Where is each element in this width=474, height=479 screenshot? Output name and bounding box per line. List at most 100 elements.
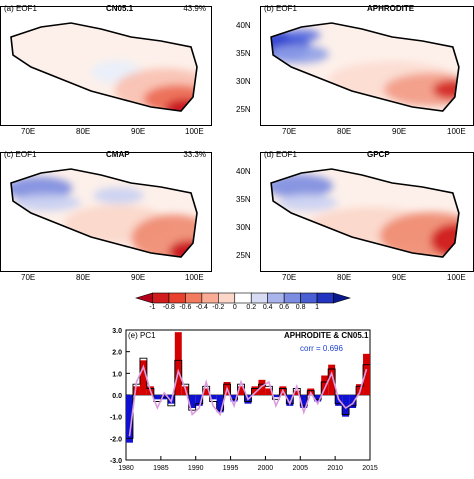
colorbar-swatch xyxy=(267,292,285,304)
pc1-bar xyxy=(188,395,196,408)
eof-anomaly-patch xyxy=(169,240,197,257)
x-tick-label: 2015 xyxy=(362,465,378,472)
pc1-bar xyxy=(132,386,140,395)
colorbar-label: -0.8 xyxy=(162,304,175,311)
map-frame xyxy=(260,6,474,126)
colorbar-scale xyxy=(134,292,352,304)
x-tick-label: 2000 xyxy=(258,465,274,472)
pc1-bar xyxy=(272,395,280,398)
pc1-bar xyxy=(342,395,350,417)
pc1-bar xyxy=(126,395,133,443)
lat-tick-label: 40N xyxy=(236,167,251,176)
colorbar-swatch xyxy=(300,292,318,304)
lon-tick-label: 80E xyxy=(76,273,91,282)
colorbar-swatch xyxy=(316,292,334,304)
lon-tick-label: 70E xyxy=(21,273,36,282)
map-frame xyxy=(0,152,212,272)
pc1-bar xyxy=(363,353,370,395)
dataset-title: GPCP xyxy=(367,150,390,159)
lon-tick-label: 80E xyxy=(337,127,352,136)
eof-anomaly-patch xyxy=(11,176,73,201)
eof-anomaly-patch xyxy=(277,194,338,211)
pc1-bar xyxy=(230,395,238,402)
lon-tick-label: 90E xyxy=(131,273,146,282)
x-tick-label: 1995 xyxy=(223,465,239,472)
pc1-chart: 3.0 2.0 1.0 0.0 -1.0 -2.0 -3.0 1980 1985 1990 1995… xyxy=(0,322,474,474)
y-tick-label: 3.0 xyxy=(112,328,122,335)
plateau-boundary xyxy=(270,168,460,258)
colorbar-swatch xyxy=(201,292,219,304)
colorbar: -1 -0.8 -0.6 -0.4 -0.2 0 0.2 0.4 0.6 0.8 1 xyxy=(0,292,474,318)
eof-anomaly-patch xyxy=(383,73,459,107)
plateau-boundary xyxy=(10,168,198,258)
map-panel-b: (b) EOF1 APHRODITE 70E 80E 90E 100E xyxy=(260,4,474,138)
pc1-bar xyxy=(195,395,203,406)
x-tick-label: 1985 xyxy=(153,465,169,472)
lat-tick-label: 35N xyxy=(236,49,251,58)
colorbar-swatch xyxy=(283,292,301,304)
panel-label: (d) EOF1 xyxy=(264,150,297,159)
map-panel-a: (a) EOF1 CN05.1 43.9% 70E 80E 90E 100E xyxy=(0,4,212,138)
dataset-title: CN05.1 xyxy=(106,4,134,13)
pc1-bar xyxy=(251,386,259,395)
eof-anomaly-patch xyxy=(271,44,329,64)
colorbar-label: -0.4 xyxy=(195,304,208,311)
colorbar-swatch xyxy=(168,292,186,304)
colorbar-label: 0 xyxy=(232,304,237,311)
y-tick-label: 0.0 xyxy=(112,393,122,400)
pc1-bar xyxy=(174,332,182,395)
lat-tick-label: 25N xyxy=(236,251,251,260)
lat-tick-label: 30N xyxy=(236,77,251,86)
lon-tick-label: 100E xyxy=(185,273,204,282)
pc1-bar xyxy=(356,384,364,395)
lon-tick-label: 70E xyxy=(21,127,36,136)
plateau-boundary xyxy=(10,22,198,112)
pc1-bar xyxy=(139,360,147,395)
pc1-bar xyxy=(216,395,224,413)
lon-tick-label: 100E xyxy=(185,127,204,136)
panel-label: (c) EOF1 xyxy=(4,150,37,159)
map-frame xyxy=(260,152,474,272)
colorbar-swatch xyxy=(134,292,153,304)
colorbar-label: -0.2 xyxy=(212,304,225,311)
colorbar-label: 0.4 xyxy=(262,304,273,311)
y-tick-label: -1.0 xyxy=(110,415,122,422)
lon-tick-label: 100E xyxy=(447,273,466,282)
corr-label: corr = 0.696 xyxy=(300,344,343,353)
eof-anomaly-patch xyxy=(286,29,321,42)
y-tick-label: -3.0 xyxy=(110,458,122,465)
x-tick-label: 2010 xyxy=(327,465,343,472)
pc1-bar xyxy=(209,395,217,400)
lat-tick-label: 30N xyxy=(236,223,251,232)
pc1-bar xyxy=(265,388,273,395)
colorbar-label: -0.6 xyxy=(179,304,192,311)
lon-tick-label: 80E xyxy=(337,273,352,282)
pc1-bar xyxy=(321,375,329,395)
pc1-bar xyxy=(286,395,294,406)
dataset-title: APHRODITE xyxy=(367,4,415,13)
lat-tick-label: 35N xyxy=(236,195,251,204)
panel-label: (b) EOF1 xyxy=(264,4,297,13)
colorbar-label: -1 xyxy=(149,304,156,311)
pc1-bar xyxy=(314,395,322,402)
pc1-line xyxy=(128,364,368,437)
colorbar-swatch xyxy=(185,292,203,304)
explained-variance: 43.9% xyxy=(183,4,206,13)
lat-tick-label: 25N xyxy=(236,105,251,114)
eof-anomaly-patch xyxy=(432,80,459,100)
colorbar-swatch xyxy=(152,292,170,304)
x-tick-label: 1990 xyxy=(188,465,204,472)
colorbar-swatch xyxy=(333,292,352,304)
pc1-bar xyxy=(328,364,336,395)
colorbar-swatch xyxy=(218,292,236,304)
eof-anomaly-patch xyxy=(93,187,144,204)
colorbar-label: 0.2 xyxy=(246,304,257,311)
colorbar-swatch xyxy=(234,292,252,304)
lon-tick-label: 90E xyxy=(131,127,146,136)
explained-variance: 33.3% xyxy=(183,150,206,159)
colorbar-swatch xyxy=(250,292,268,304)
plateau-boundary xyxy=(270,22,460,112)
colorbar-label: 1 xyxy=(315,304,320,311)
y-tick-label: 2.0 xyxy=(112,350,122,357)
